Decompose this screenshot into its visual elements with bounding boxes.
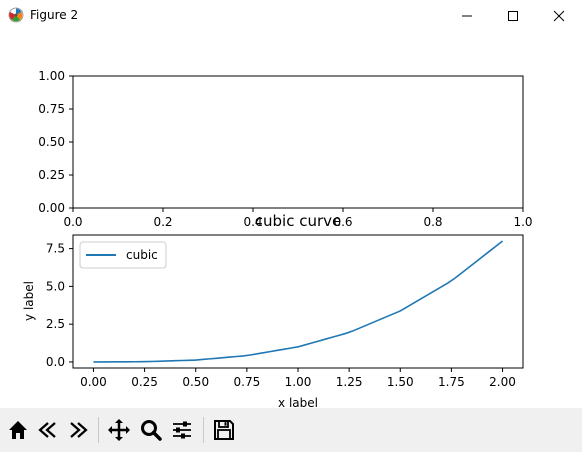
back-button[interactable] xyxy=(34,415,62,445)
ytick-label: 0.0 xyxy=(46,355,65,369)
top-xtick-label: 0.4 xyxy=(243,215,262,229)
legend-box xyxy=(79,241,167,269)
top-xtick-label: 0.0 xyxy=(63,215,82,229)
maximize-icon xyxy=(508,11,518,21)
navigation-toolbar xyxy=(0,408,582,452)
xtick-label: 0.25 xyxy=(131,375,158,389)
bottom-axes: cubic curve 0.00 0.25 0.50 0.75 1.00 1.25 1.50… xyxy=(22,212,524,408)
xtick-label: 1.00 xyxy=(285,375,312,389)
top-ytick-label: 1.00 xyxy=(38,69,65,83)
xtick-label: 0.50 xyxy=(182,375,209,389)
top-axes: 0.0 0.2 0.4 0.6 0.8 1.0 0.00 0.25 0.50 0.75 1.00 xyxy=(38,69,532,229)
xtick-label: 1.25 xyxy=(336,375,363,389)
top-xtick-label: 1.0 xyxy=(513,215,532,229)
pan-icon xyxy=(108,419,130,441)
home-icon xyxy=(9,421,27,439)
pan-button[interactable] xyxy=(105,415,133,445)
top-ytick-label: 0.25 xyxy=(38,168,65,182)
xtick-label: 0.00 xyxy=(80,375,107,389)
forward-button[interactable] xyxy=(64,415,92,445)
save-button[interactable] xyxy=(210,415,238,445)
top-ytick-label: 0.00 xyxy=(38,201,65,215)
ytick-label: 7.5 xyxy=(46,242,65,256)
toolbar-separator xyxy=(98,417,99,443)
close-icon xyxy=(553,10,565,22)
bottom-axes-yticks: 0.0 2.5 5.0 7.5 xyxy=(46,242,73,369)
forward-icon xyxy=(70,422,88,438)
x-axis-label: x label xyxy=(278,396,318,408)
configure-subplots-icon xyxy=(173,421,191,439)
save-icon xyxy=(214,420,234,440)
window-title: Figure 2 xyxy=(30,8,79,22)
minimize-button[interactable] xyxy=(444,0,490,32)
toolbar-separator xyxy=(203,417,204,443)
legend-label-cubic: cubic xyxy=(126,248,158,262)
bottom-axes-xticks: 0.00 0.25 0.50 0.75 1.00 1.25 1.50 1.75 2.00 xyxy=(80,368,516,389)
home-button[interactable] xyxy=(4,415,32,445)
top-xtick-label: 0.2 xyxy=(153,215,172,229)
xtick-label: 2.00 xyxy=(489,375,516,389)
back-icon xyxy=(38,422,56,438)
top-axes-frame xyxy=(72,75,524,209)
y-axis-label: y label xyxy=(22,281,36,321)
ytick-label: 5.0 xyxy=(46,279,65,293)
configure-subplots-button[interactable] xyxy=(168,415,196,445)
chart-title: cubic curve xyxy=(255,212,341,230)
top-axes-xticks: 0.0 0.2 0.4 0.6 0.8 1.0 xyxy=(63,208,533,229)
minimize-icon xyxy=(462,15,472,17)
top-ytick-label: 0.75 xyxy=(38,102,65,116)
ytick-label: 2.5 xyxy=(46,317,65,331)
figure-canvas[interactable]: 0.0 0.2 0.4 0.6 0.8 1.0 0.000.250.500.751.00 … xyxy=(0,32,582,408)
series-layer xyxy=(93,240,504,363)
xtick-label: 1.50 xyxy=(387,375,414,389)
zoom-button[interactable] xyxy=(137,415,165,445)
top-axes-yticks: 0.00 0.25 0.50 0.75 1.00 xyxy=(38,69,73,215)
close-button[interactable] xyxy=(536,0,582,32)
matplotlib-logo-icon xyxy=(8,7,24,23)
top-xtick-label: 0.6 xyxy=(333,215,352,229)
series-line-cubic xyxy=(93,240,504,363)
window-titlebar: Figure 2 xyxy=(0,0,582,32)
legend: cubic xyxy=(79,241,167,269)
maximize-button[interactable] xyxy=(490,0,536,32)
top-ytick-label: 0.50 xyxy=(38,135,65,149)
zoom-icon xyxy=(141,420,162,441)
xtick-label: 1.75 xyxy=(438,375,465,389)
xtick-label: 0.75 xyxy=(234,375,261,389)
top-xtick-label: 0.8 xyxy=(423,215,442,229)
